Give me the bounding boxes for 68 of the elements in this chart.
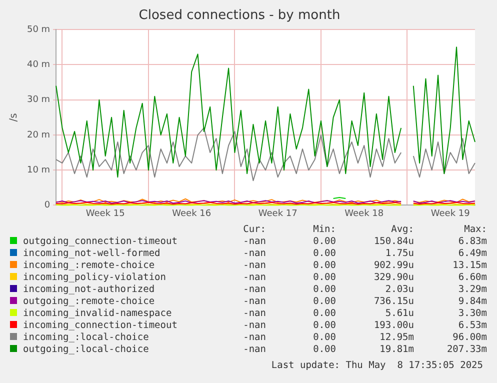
text: 96.00m	[452, 332, 487, 344]
text: -nan	[242, 344, 266, 356]
text: 5.61u	[384, 308, 414, 320]
text: 736.15u	[372, 296, 414, 308]
text: 0.00	[312, 236, 336, 248]
text: -nan	[242, 332, 266, 344]
text: 902.99u	[372, 260, 414, 272]
text: 207.33m	[446, 344, 487, 356]
text: 3.29m	[457, 284, 487, 296]
y-tick-label: 40 m	[26, 60, 50, 70]
text: 0.00	[312, 296, 336, 308]
text: 6.83m	[457, 236, 487, 248]
legend-label: outgoing_:local-choice	[22, 344, 150, 356]
y-tick-label: 30 m	[26, 95, 50, 106]
text: 6.49m	[457, 248, 487, 260]
text: 150.84u	[372, 236, 414, 248]
text: 3.30m	[457, 308, 487, 320]
text: Max:	[463, 224, 487, 236]
legend-label: incoming_not-well-formed	[22, 248, 162, 260]
text: 9.84m	[457, 296, 487, 308]
text: 13.15m	[452, 260, 487, 272]
y-tick-label: 50 m	[26, 24, 50, 35]
text: -nan	[242, 236, 266, 248]
x-tick-label: Week 17	[258, 208, 298, 219]
legend-label: outgoing_:remote-choice	[22, 296, 156, 308]
x-tick-label: Week 18	[344, 208, 384, 219]
text: Cur:	[242, 224, 266, 236]
legend-label: outgoing_connection-timeout	[22, 236, 178, 248]
text: Min:	[312, 224, 336, 236]
legend-label: incoming_connection-timeout	[22, 320, 178, 332]
text: 193.00u	[372, 320, 414, 332]
legend-label: incoming_policy-violation	[22, 272, 167, 284]
y-tick-label: 10 m	[26, 165, 50, 176]
text: 0.00	[312, 308, 336, 320]
text: 0.00	[312, 272, 336, 284]
text: -nan	[242, 308, 266, 320]
text: 0.00	[312, 260, 336, 272]
x-tick-label: Week 15	[86, 208, 125, 219]
y-tick-label: 20 m	[26, 130, 50, 140]
legend-label: incoming_not-authorized	[22, 284, 156, 296]
text: 0.00	[312, 248, 336, 260]
text: -nan	[242, 248, 266, 260]
text: 329.90u	[372, 272, 414, 284]
text: 0.00	[312, 320, 336, 332]
text: Avg:	[390, 224, 414, 236]
legend-label: incoming_invalid-namespace	[22, 308, 173, 320]
text: 0.00	[312, 344, 336, 356]
text: -nan	[242, 296, 266, 308]
text: 19.81m	[378, 344, 414, 356]
text: 6.53m	[457, 320, 487, 332]
text: -nan	[242, 320, 266, 332]
text: 1.75u	[384, 248, 414, 260]
y-tick-label: 0	[44, 200, 50, 211]
text: 2.03u	[384, 284, 414, 296]
text: -nan	[242, 284, 266, 296]
x-tick-label: Week 16	[172, 208, 212, 219]
legend-label: incoming_:remote-choice	[22, 260, 156, 272]
y-axis-title: /s	[8, 113, 20, 122]
text: 0.00	[312, 284, 336, 296]
text: 6.60m	[457, 272, 487, 284]
text: -nan	[242, 260, 266, 272]
legend-label: incoming_:local-choice	[22, 332, 150, 344]
text: 0.00	[312, 332, 336, 344]
text: -nan	[242, 272, 266, 284]
chart-title: Closed connections - by month	[138, 8, 340, 24]
text: Last update: Thu May 8 17:35:05 2025	[271, 360, 483, 372]
x-tick-label: Week 19	[430, 208, 470, 219]
text: 12.95m	[378, 332, 414, 344]
